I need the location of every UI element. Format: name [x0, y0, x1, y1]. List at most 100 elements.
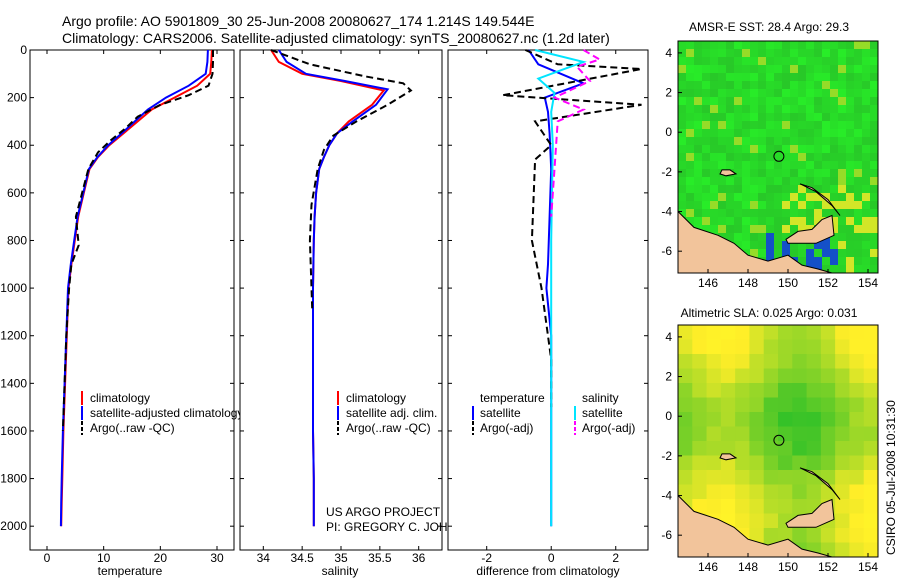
- heatmap-cell: [726, 57, 735, 66]
- heatmap-cell: [758, 177, 767, 186]
- heatmap-cell: [678, 137, 687, 146]
- heatmap-cell: [782, 241, 791, 250]
- difference-xlabel: difference from climatology: [476, 564, 619, 578]
- heatmap-cell: [749, 325, 765, 340]
- heatmap-cell: [846, 65, 855, 74]
- heatmap-cell: [822, 209, 831, 218]
- heatmap-cell: [774, 113, 783, 122]
- heatmap-cell: [734, 193, 743, 202]
- heatmap-cell: [758, 185, 767, 194]
- heatmap-cell: [822, 89, 831, 98]
- heatmap-cell: [706, 397, 722, 413]
- heatmap-cell: [814, 145, 823, 154]
- heatmap-cell: [678, 49, 687, 58]
- heatmap-cell: [726, 161, 735, 170]
- project-label: US ARGO PROJECT: [326, 505, 441, 519]
- heatmap-cell: [854, 113, 863, 122]
- heatmap-cell: [835, 354, 850, 369]
- heatmap-cell: [686, 169, 695, 178]
- heatmap-cell: [854, 241, 863, 250]
- heatmap-cell: [710, 177, 719, 186]
- heatmap-cell: [849, 455, 865, 471]
- y-tick-label: 2000: [0, 519, 27, 533]
- heatmap-cell: [750, 177, 759, 186]
- heatmap-cell: [830, 89, 839, 98]
- heatmap-cell: [792, 455, 808, 471]
- x-tick-label: 30: [210, 551, 224, 565]
- heatmap-cell: [774, 49, 783, 58]
- map-y-tick-label: 2: [665, 86, 672, 100]
- heatmap-cell: [678, 145, 687, 154]
- heatmap-cell: [766, 81, 775, 90]
- heatmap-cell: [849, 441, 865, 456]
- heatmap-cell: [758, 57, 767, 66]
- heatmap-cell: [718, 185, 727, 194]
- heatmap-cell: [702, 121, 711, 130]
- heatmap-cell: [814, 249, 823, 258]
- heatmap-cell: [830, 113, 839, 122]
- heatmap-cell: [720, 368, 736, 384]
- heatmap-cell: [863, 470, 879, 485]
- heatmap-cell: [792, 528, 808, 543]
- heatmap-cell: [778, 426, 793, 442]
- heatmap-cell: [854, 97, 863, 106]
- heatmap-cell: [849, 325, 865, 340]
- heatmap-cell: [686, 185, 695, 194]
- heatmap-cell: [718, 161, 727, 170]
- heatmap-cell: [710, 81, 719, 90]
- heatmap-cell: [790, 153, 799, 162]
- heatmap-cell: [849, 528, 865, 543]
- pi-label: PI: GREGORY C. JOHNSON: [326, 520, 482, 534]
- heatmap-cell: [846, 121, 855, 130]
- heatmap-cell: [798, 257, 807, 266]
- heatmap-cell: [798, 113, 807, 122]
- heatmap-cell: [686, 105, 695, 114]
- heatmap-cell: [720, 484, 736, 500]
- heatmap-cell: [862, 233, 871, 242]
- heatmap-cell: [822, 241, 831, 250]
- heatmap-cell: [870, 177, 879, 186]
- heatmap-cell: [742, 129, 751, 138]
- heatmap-cell: [749, 499, 765, 514]
- heatmap-cell: [750, 41, 759, 50]
- heatmap-cell: [790, 217, 799, 226]
- heatmap-cell: [854, 73, 863, 82]
- heatmap-cell: [806, 49, 815, 58]
- heatmap-cell: [838, 201, 847, 210]
- heatmap-cell: [838, 41, 847, 50]
- heatmap-cell: [718, 97, 727, 106]
- legend-sal-argo-diff: Argo(-adj): [582, 421, 635, 435]
- heatmap-cell: [838, 241, 847, 250]
- heatmap-cell: [750, 217, 759, 226]
- heatmap-cell: [678, 201, 687, 210]
- heatmap-cell: [798, 129, 807, 138]
- heatmap-cell: [814, 137, 823, 146]
- heatmap-cell: [830, 169, 839, 178]
- heatmap-cell: [798, 89, 807, 98]
- heatmap-cell: [830, 49, 839, 58]
- heatmap-cell: [838, 161, 847, 170]
- heatmap-cell: [814, 161, 823, 170]
- heatmap-cell: [870, 161, 879, 170]
- heatmap-cell: [814, 193, 823, 202]
- heatmap-cell: [830, 201, 839, 210]
- heatmap-cell: [822, 65, 831, 74]
- series-line-satellite-adj-clim-: [277, 49, 390, 527]
- legend-sal-argo: Argo(..raw -QC): [346, 421, 431, 435]
- legend-sal-satellite-diff: satellite: [582, 406, 623, 420]
- heatmap-cell: [774, 201, 783, 210]
- heatmap-cell: [862, 209, 871, 218]
- heatmap-cell: [830, 241, 839, 250]
- heatmap-cell: [702, 145, 711, 154]
- heatmap-cell: [692, 383, 708, 398]
- heatmap-cell: [763, 499, 779, 514]
- heatmap-cell: [814, 121, 823, 130]
- heatmap-cell: [814, 217, 823, 226]
- heatmap-cell: [870, 225, 879, 234]
- heatmap-cell: [830, 233, 839, 242]
- heatmap-cell: [692, 499, 708, 514]
- heatmap-cell: [763, 412, 779, 427]
- heatmap-cell: [870, 57, 879, 66]
- heatmap-cell: [863, 383, 879, 398]
- heatmap-cell: [694, 193, 703, 202]
